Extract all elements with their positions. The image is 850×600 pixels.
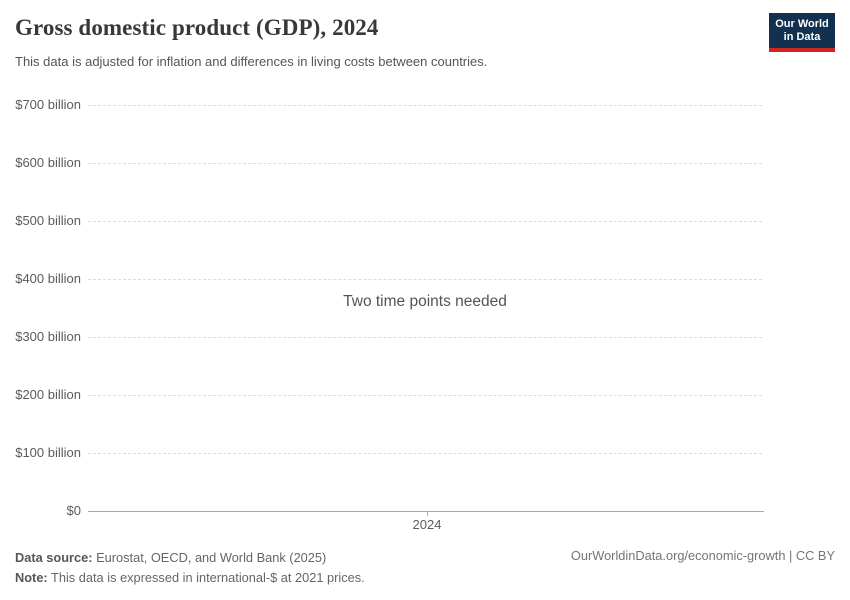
page-title: Gross domestic product (GDP), 2024 — [15, 15, 379, 40]
y-axis-label-500: $500 billion — [15, 213, 81, 228]
y-axis-label-400: $400 billion — [15, 271, 81, 286]
note-label: Note: — [15, 570, 48, 585]
x-axis-line — [88, 511, 764, 512]
x-axis-tick — [427, 511, 428, 516]
owid-logo-line2: in Data — [783, 31, 821, 43]
chart-subtitle: This data is adjusted for inflation and … — [15, 54, 488, 69]
empty-state-message: Two time points needed — [343, 293, 507, 310]
gridline-300 — [88, 337, 762, 338]
chart-footer: Data source: Eurostat, OECD, and World B… — [15, 548, 365, 588]
gridline-100 — [88, 453, 762, 454]
y-axis-label-200: $200 billion — [15, 387, 81, 402]
gridline-600 — [88, 163, 762, 164]
data-source-label: Data source: — [15, 550, 93, 565]
y-axis-label-700: $700 billion — [15, 97, 81, 112]
y-axis-label-100: $100 billion — [15, 445, 81, 460]
y-axis-label-600: $600 billion — [15, 155, 81, 170]
owid-logo-line1: Our World — [775, 18, 829, 30]
owid-license-link[interactable]: OurWorldinData.org/economic-growth | CC … — [570, 548, 835, 563]
x-axis-label-2024: 2024 — [412, 517, 442, 532]
y-axis-label-0: $0 — [66, 503, 81, 518]
owid-logo[interactable]: Our World in Data — [769, 13, 835, 52]
gridline-200 — [88, 395, 762, 396]
data-source-line: Data source: Eurostat, OECD, and World B… — [15, 548, 365, 568]
gridline-500 — [88, 221, 762, 222]
y-axis-label-300: $300 billion — [15, 329, 81, 344]
gridline-400 — [88, 279, 762, 280]
note-text: This data is expressed in international-… — [47, 570, 365, 585]
data-source-text: Eurostat, OECD, and World Bank (2025) — [92, 550, 327, 565]
note-line: Note: This data is expressed in internat… — [15, 568, 365, 588]
gridline-700 — [88, 105, 762, 106]
